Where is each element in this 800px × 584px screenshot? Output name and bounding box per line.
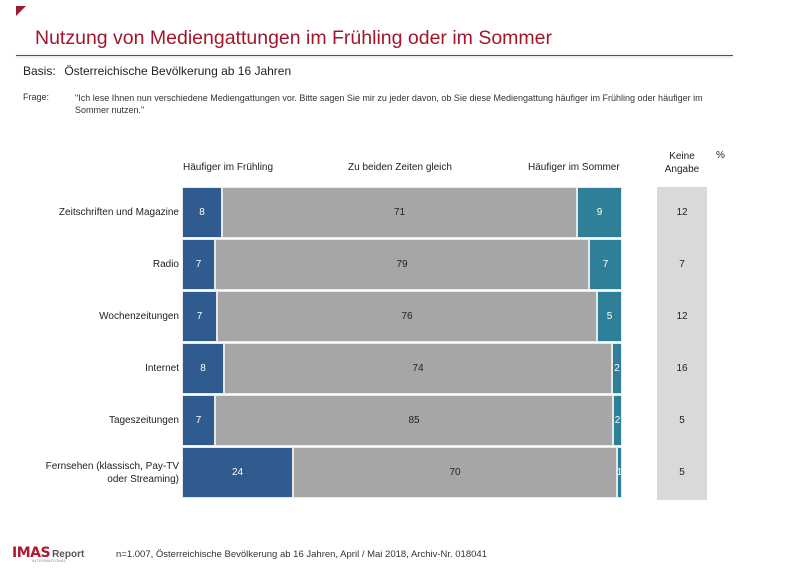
bar-segment-both: 70	[293, 447, 617, 498]
data-label: 7	[195, 415, 202, 426]
no-answer-value: 12	[676, 206, 688, 218]
data-label: 24	[231, 467, 244, 478]
bar-segment-both: 71	[222, 187, 577, 238]
bar-segment-spring: 7	[182, 239, 215, 290]
category-label-line: oder Streaming)	[107, 473, 179, 485]
corner-accent	[16, 6, 26, 16]
category-label: Wochenzeitungen	[99, 310, 179, 323]
category-label: Internet	[145, 362, 179, 375]
sample-footnote: n=1.007, Österreichische Bevölkerung ab …	[116, 549, 487, 560]
no-answer-head-line2: Angabe	[664, 164, 700, 175]
bar-segment-both: 79	[215, 239, 589, 290]
data-label: 79	[396, 259, 408, 270]
no-answer-value: 7	[679, 258, 685, 270]
data-label: 9	[596, 207, 603, 218]
data-label: 70	[449, 467, 461, 478]
no-answer-value: 12	[676, 310, 688, 322]
data-label: 7	[602, 259, 609, 270]
bar-segment-summer: 7	[589, 239, 622, 290]
bar-segment-both: 76	[217, 291, 597, 342]
data-label: 7	[195, 259, 202, 270]
bar-segment-summer: 9	[577, 187, 622, 238]
category-label: Fernsehen (klassisch, Pay-TV oder Streami…	[46, 460, 179, 486]
category-label: Tageszeitungen	[109, 414, 179, 427]
category-label-line: Radio	[152, 259, 179, 270]
data-label: 7	[196, 311, 203, 322]
basis-label: Basis:	[23, 64, 56, 78]
bar-segment-summer: 1	[617, 447, 622, 498]
data-label: 8	[200, 363, 206, 374]
legend-spring: Häufiger im Frühling	[183, 162, 274, 173]
category-label-line: Internet	[145, 363, 179, 374]
no-answer-value: 5	[679, 466, 685, 478]
title-divider	[16, 55, 733, 56]
category-label-line: Fernsehen (klassisch, Pay-TV	[45, 460, 179, 472]
no-answer-value: 16	[676, 362, 688, 374]
bar-segment-summer: 2	[613, 395, 622, 446]
no-answer-column	[657, 187, 707, 500]
data-label: 74	[412, 363, 424, 374]
bar-segment-spring: 24	[182, 447, 293, 498]
category-label: Radio	[153, 258, 179, 271]
bar-segment-both: 85	[215, 395, 613, 446]
data-label: 8	[199, 207, 205, 218]
bar-segment-summer: 2	[612, 343, 622, 394]
bar-segment-spring: 8	[182, 343, 224, 394]
data-label: 5	[606, 311, 613, 322]
question-label: Frage:	[23, 92, 50, 102]
data-label: 85	[408, 415, 420, 426]
logo-report-text: Report	[52, 549, 85, 560]
category-label: Zeitschriften und Magazine	[59, 206, 179, 219]
legend-both: Zu beiden Zeiten gleich	[348, 162, 452, 173]
category-label-line: Wochenzeitungen	[99, 311, 179, 322]
percent-unit-label: %	[716, 150, 725, 161]
page-title: Nutzung von Mediengattungen im Frühling …	[35, 27, 553, 49]
basis-line: Basis: Österreichische Bevölkerung ab 16…	[23, 64, 291, 78]
data-label: 1	[616, 467, 623, 478]
bar-segment-spring: 8	[182, 187, 222, 238]
no-answer-value: 5	[679, 414, 685, 426]
no-answer-head-line1: Keine	[669, 151, 695, 162]
legend-summer: Häufiger im Sommer	[528, 162, 620, 173]
data-label: 71	[393, 207, 406, 218]
imas-logo: IMAS Report INTERNATIONAL	[12, 544, 85, 563]
data-label: 2	[614, 363, 620, 374]
category-label-line: Tageszeitungen	[108, 415, 179, 426]
bar-segment-spring: 7	[182, 291, 217, 342]
question-text: "Ich lese Ihnen nun verschiedene Medieng…	[75, 93, 703, 115]
category-label-line: Zeitschriften und Magazine	[58, 207, 179, 218]
bar-segment-both: 74	[224, 343, 612, 394]
bar-segment-summer: 5	[597, 291, 622, 342]
logo-imas-text: IMAS	[12, 545, 51, 561]
legend-no-answer: Keine Angabe	[657, 150, 707, 176]
basis-text: Österreichische Bevölkerung ab 16 Jahren	[64, 64, 292, 78]
logo-international-text: INTERNATIONAL	[32, 558, 67, 563]
bar-segment-spring: 7	[182, 395, 215, 446]
data-label: 76	[401, 311, 413, 322]
data-label: 2	[614, 415, 621, 426]
